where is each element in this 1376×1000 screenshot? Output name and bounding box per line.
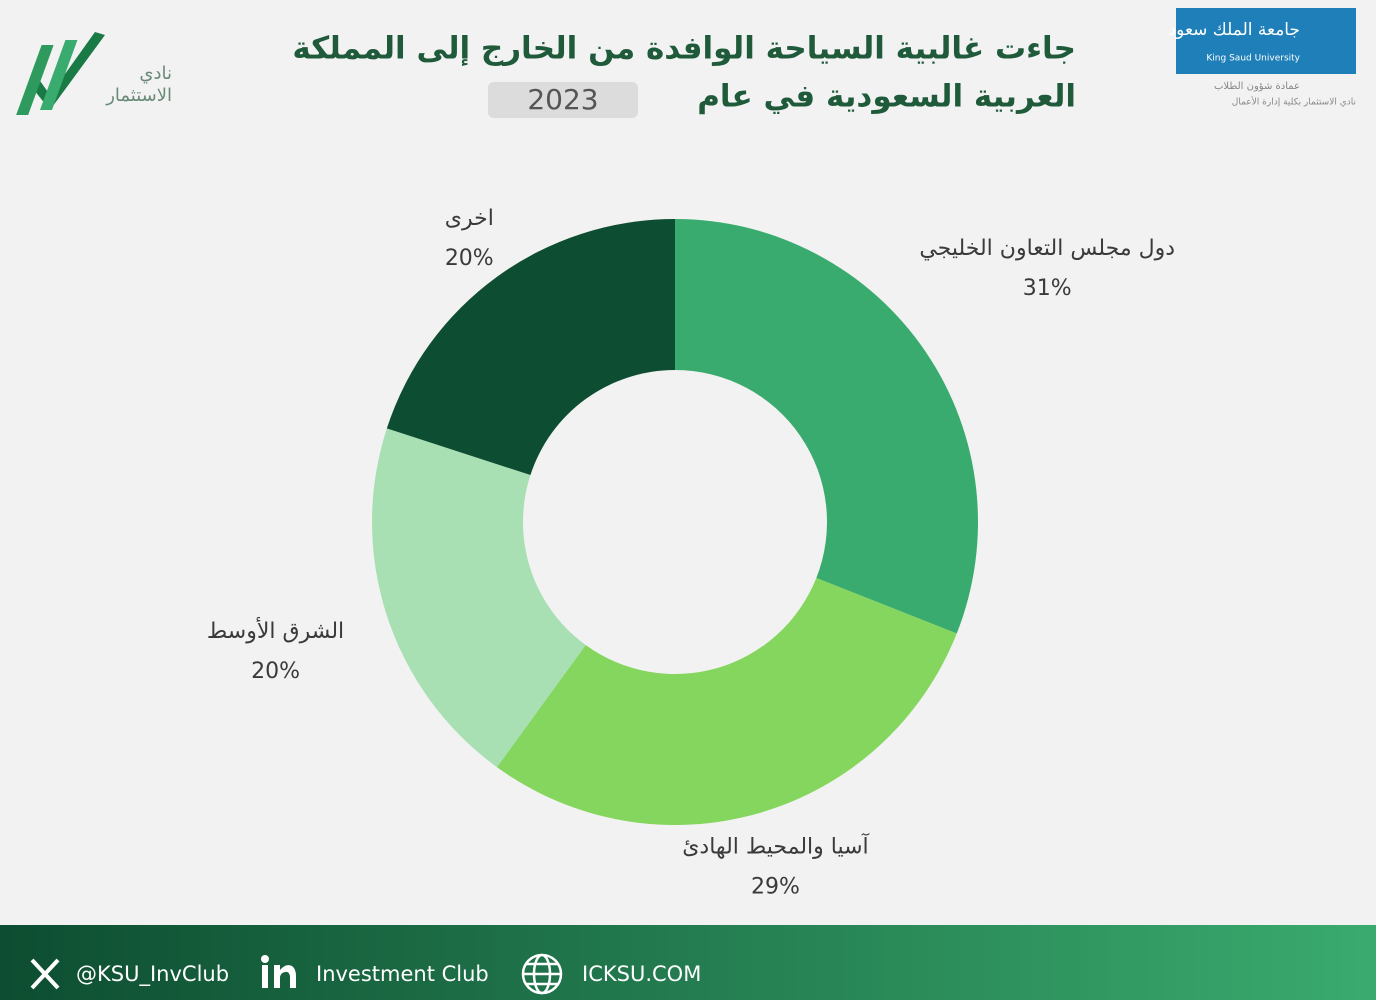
twitter-handle: @KSU_InvClub	[76, 962, 229, 987]
slice-label: آسيا والمحيط الهادئ	[682, 833, 869, 860]
university-logo: جامعة الملك سعود King Saud University عم…	[1169, 8, 1356, 108]
x-icon	[30, 958, 60, 990]
slice-value-label: 31%	[1023, 276, 1072, 301]
footer	[0, 925, 1376, 1000]
club-note: نادي الاستثمار بكلية إدارة الأعمال	[1232, 96, 1356, 108]
slice-value-label: 20%	[251, 659, 300, 684]
website: ICKSU.COM	[582, 962, 701, 986]
slice-value-label: 20%	[445, 246, 494, 271]
deanship: عمادة شؤون الطلاب	[1214, 81, 1300, 92]
logo-mark	[30, 32, 105, 110]
donut-chart: دول مجلس التعاون الخليجي 31% آسيا والمحيط …	[207, 206, 1175, 900]
logo-box	[1176, 8, 1356, 74]
title: جاءت غالبية السياحة الوافدة من الخارج إل…	[292, 31, 1076, 67]
slice-value-label: 29%	[751, 875, 800, 900]
slice-label: الشرق الأوسط	[207, 617, 344, 644]
slice-label: اخرى	[445, 206, 494, 231]
donut-slice	[675, 219, 978, 634]
university-ar: جامعة الملك سعود	[1169, 20, 1300, 40]
linkedin-name: Investment Club	[316, 962, 489, 986]
logo-bar	[39, 40, 78, 110]
title: العربية السعودية في عام	[697, 79, 1076, 115]
donut-slice	[386, 219, 675, 476]
linkedin-icon	[261, 955, 296, 988]
slice-label: دول مجلس التعاون الخليجي	[919, 236, 1175, 261]
club-logo-text: نادي	[139, 63, 172, 84]
web-icon	[521, 953, 563, 995]
year-pill	[488, 82, 638, 118]
club-logo-text: الاستثمار	[105, 85, 172, 106]
club-logo: نادي الاستثمار	[16, 32, 172, 115]
donut-slice	[372, 428, 586, 768]
university-en: King Saud University	[1206, 54, 1300, 64]
year: 2023	[527, 83, 598, 116]
logo-bar	[16, 45, 54, 115]
donut-slice	[496, 577, 957, 826]
